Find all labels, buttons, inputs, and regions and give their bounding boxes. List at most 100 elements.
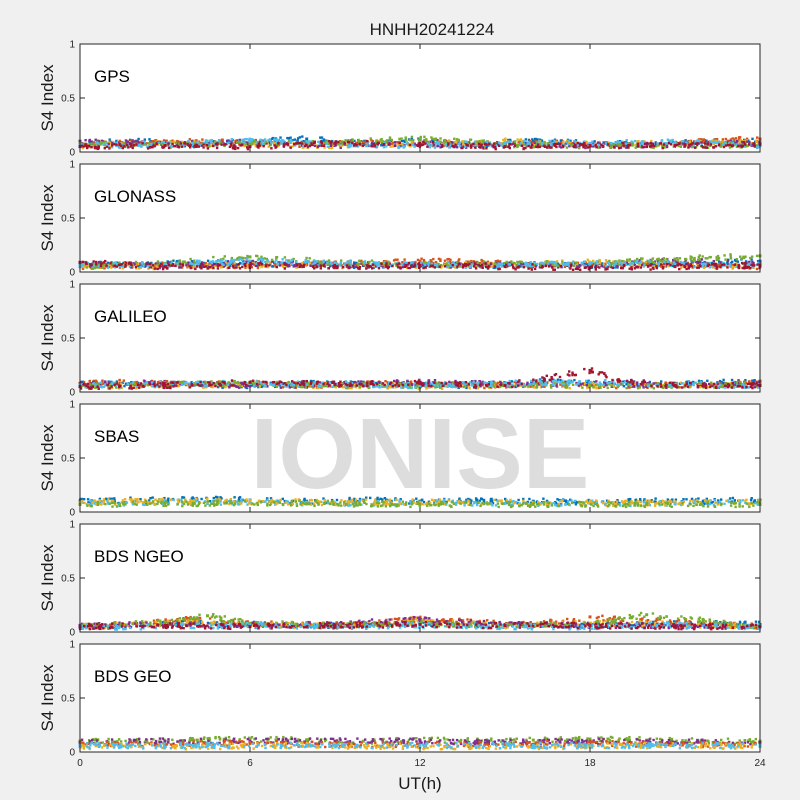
- data-point: [547, 265, 551, 268]
- data-point: [113, 261, 116, 265]
- data-point: [268, 264, 271, 267]
- data-point: [726, 139, 730, 142]
- data-point: [598, 146, 602, 149]
- data-point: [672, 258, 675, 262]
- data-point: [562, 263, 565, 267]
- data-point: [714, 267, 717, 270]
- data-point: [396, 141, 399, 144]
- data-point: [466, 142, 470, 145]
- data-point: [128, 138, 132, 142]
- data-point: [196, 140, 199, 144]
- data-point: [223, 255, 226, 258]
- data-point: [524, 146, 527, 150]
- data-point: [212, 255, 215, 259]
- data-point: [505, 263, 508, 266]
- data-point: [152, 145, 155, 149]
- data-point: [209, 144, 212, 147]
- data-point: [675, 260, 679, 263]
- data-point: [641, 260, 644, 263]
- data-point: [179, 262, 182, 266]
- panel-background: [80, 164, 760, 272]
- data-point: [409, 261, 412, 264]
- data-point: [585, 381, 588, 385]
- data-point: [614, 144, 617, 147]
- data-point: [634, 146, 637, 149]
- data-point: [642, 140, 645, 144]
- data-point: [344, 262, 348, 265]
- data-point: [747, 143, 751, 146]
- data-point: [430, 136, 433, 139]
- data-point: [621, 380, 624, 383]
- data-point: [465, 143, 468, 146]
- data-point: [380, 262, 383, 265]
- data-point: [134, 265, 138, 269]
- data-point: [346, 144, 350, 147]
- data-point: [595, 146, 598, 149]
- data-point: [626, 258, 629, 261]
- data-point: [633, 139, 637, 143]
- data-point: [533, 141, 537, 144]
- data-point: [497, 267, 500, 271]
- data-point: [533, 261, 536, 265]
- data-point: [176, 139, 179, 143]
- data-point: [425, 264, 428, 267]
- data-point: [579, 264, 582, 267]
- data-point: [505, 386, 508, 389]
- data-point: [351, 141, 354, 145]
- data-point: [162, 266, 165, 269]
- data-point: [190, 139, 194, 143]
- data-point: [231, 264, 234, 268]
- data-point: [147, 267, 150, 270]
- data-point: [232, 147, 235, 150]
- data-point: [717, 256, 721, 260]
- data-point: [104, 263, 107, 267]
- data-point: [163, 144, 167, 147]
- data-point: [268, 261, 271, 264]
- data-point: [594, 266, 597, 269]
- data-point: [124, 265, 127, 268]
- data-point: [373, 144, 377, 147]
- data-point: [325, 140, 328, 143]
- data-point: [712, 260, 715, 263]
- data-point: [227, 139, 230, 142]
- data-point: [248, 264, 252, 267]
- data-point: [388, 141, 391, 145]
- data-point: [719, 382, 722, 385]
- data-point: [233, 262, 236, 265]
- data-point: [481, 384, 484, 387]
- data-point: [298, 145, 301, 148]
- data-point: [267, 138, 270, 142]
- data-point: [636, 257, 639, 261]
- data-point: [181, 264, 185, 267]
- data-point: [124, 382, 128, 385]
- data-point: [650, 144, 653, 148]
- data-point: [283, 261, 286, 264]
- data-point: [241, 138, 244, 142]
- data-point: [280, 140, 284, 143]
- data-point: [644, 142, 647, 145]
- data-point: [627, 386, 630, 389]
- data-point: [662, 262, 666, 265]
- data-point: [305, 137, 309, 141]
- data-point: [281, 258, 284, 261]
- data-point: [502, 138, 505, 142]
- data-point: [305, 140, 309, 143]
- data-point: [206, 144, 210, 147]
- data-point: [128, 145, 132, 148]
- data-point: [402, 146, 405, 149]
- data-point: [203, 263, 206, 266]
- data-point: [551, 139, 554, 143]
- data-point: [594, 264, 598, 268]
- data-point: [629, 142, 632, 145]
- data-point: [289, 146, 292, 149]
- data-point: [602, 265, 605, 268]
- data-point: [466, 263, 470, 267]
- data-point: [221, 263, 224, 266]
- data-point: [323, 146, 326, 149]
- data-point: [663, 146, 666, 149]
- data-point: [520, 260, 524, 264]
- data-point: [179, 266, 182, 269]
- data-point: [728, 263, 732, 266]
- data-point: [662, 143, 666, 146]
- data-point: [391, 141, 395, 144]
